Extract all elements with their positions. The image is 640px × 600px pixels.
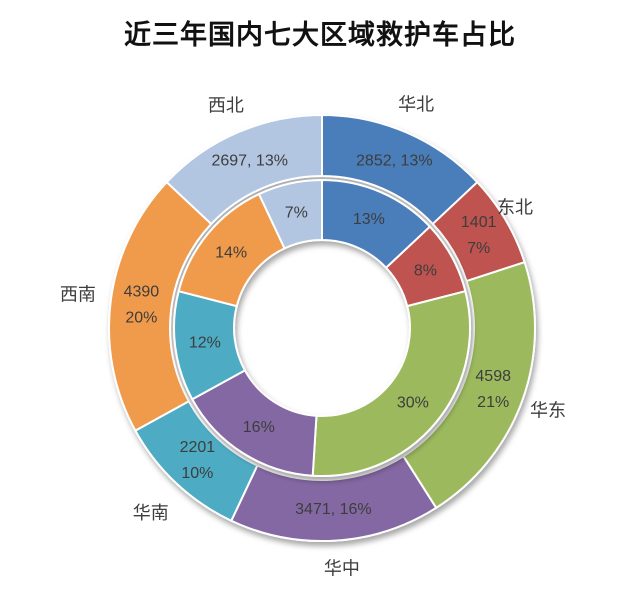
- category-label-华中: 华中: [324, 559, 360, 579]
- inner-ring: [173, 179, 471, 478]
- outer-data-label-西北: 2697, 13%: [211, 153, 288, 170]
- inner-data-label-东北: 8%: [414, 263, 437, 280]
- category-label-西南: 西南: [60, 284, 96, 304]
- outer-data-label-华南: 2201: [180, 439, 216, 456]
- inner-data-label-华南: 12%: [189, 334, 221, 351]
- outer-data-label-华东: 4598: [475, 368, 511, 385]
- outer-segment-西北: [165, 114, 323, 225]
- outer-data-label-东北: 1401: [461, 214, 497, 231]
- category-label-华南: 华南: [133, 503, 169, 523]
- category-label-华北: 华北: [398, 95, 434, 115]
- outer-data-label-pct-华南: 10%: [181, 465, 213, 482]
- inner-data-label-华东: 30%: [397, 395, 429, 412]
- outer-data-label-pct-华东: 21%: [477, 394, 509, 411]
- inner-segment-西北: [257, 179, 323, 250]
- inner-data-label-西南: 14%: [215, 244, 247, 261]
- category-label-东北: 东北: [497, 197, 533, 217]
- category-label-西北: 西北: [208, 96, 244, 116]
- outer-data-label-华北: 2852, 13%: [356, 153, 433, 170]
- outer-data-label-西南: 4390: [124, 284, 160, 301]
- outer-ring: [108, 114, 536, 542]
- outer-data-label-pct-西南: 20%: [125, 310, 157, 327]
- label-layer: 2852, 13% 1401 7% 4598 21% 3471, 16% 2201 10% 43…: [60, 95, 566, 579]
- inner-data-label-华中: 16%: [243, 419, 275, 436]
- inner-segment-华东: [311, 290, 471, 478]
- outer-data-label-华中: 3471, 16%: [295, 501, 372, 518]
- inner-data-label-华北: 13%: [353, 211, 385, 228]
- outer-data-label-pct-东北: 7%: [467, 240, 490, 257]
- category-label-华东: 华东: [530, 400, 566, 420]
- chart-title: 近三年国内七大区域救护车占比: [124, 20, 516, 50]
- inner-data-label-西北: 7%: [285, 204, 308, 221]
